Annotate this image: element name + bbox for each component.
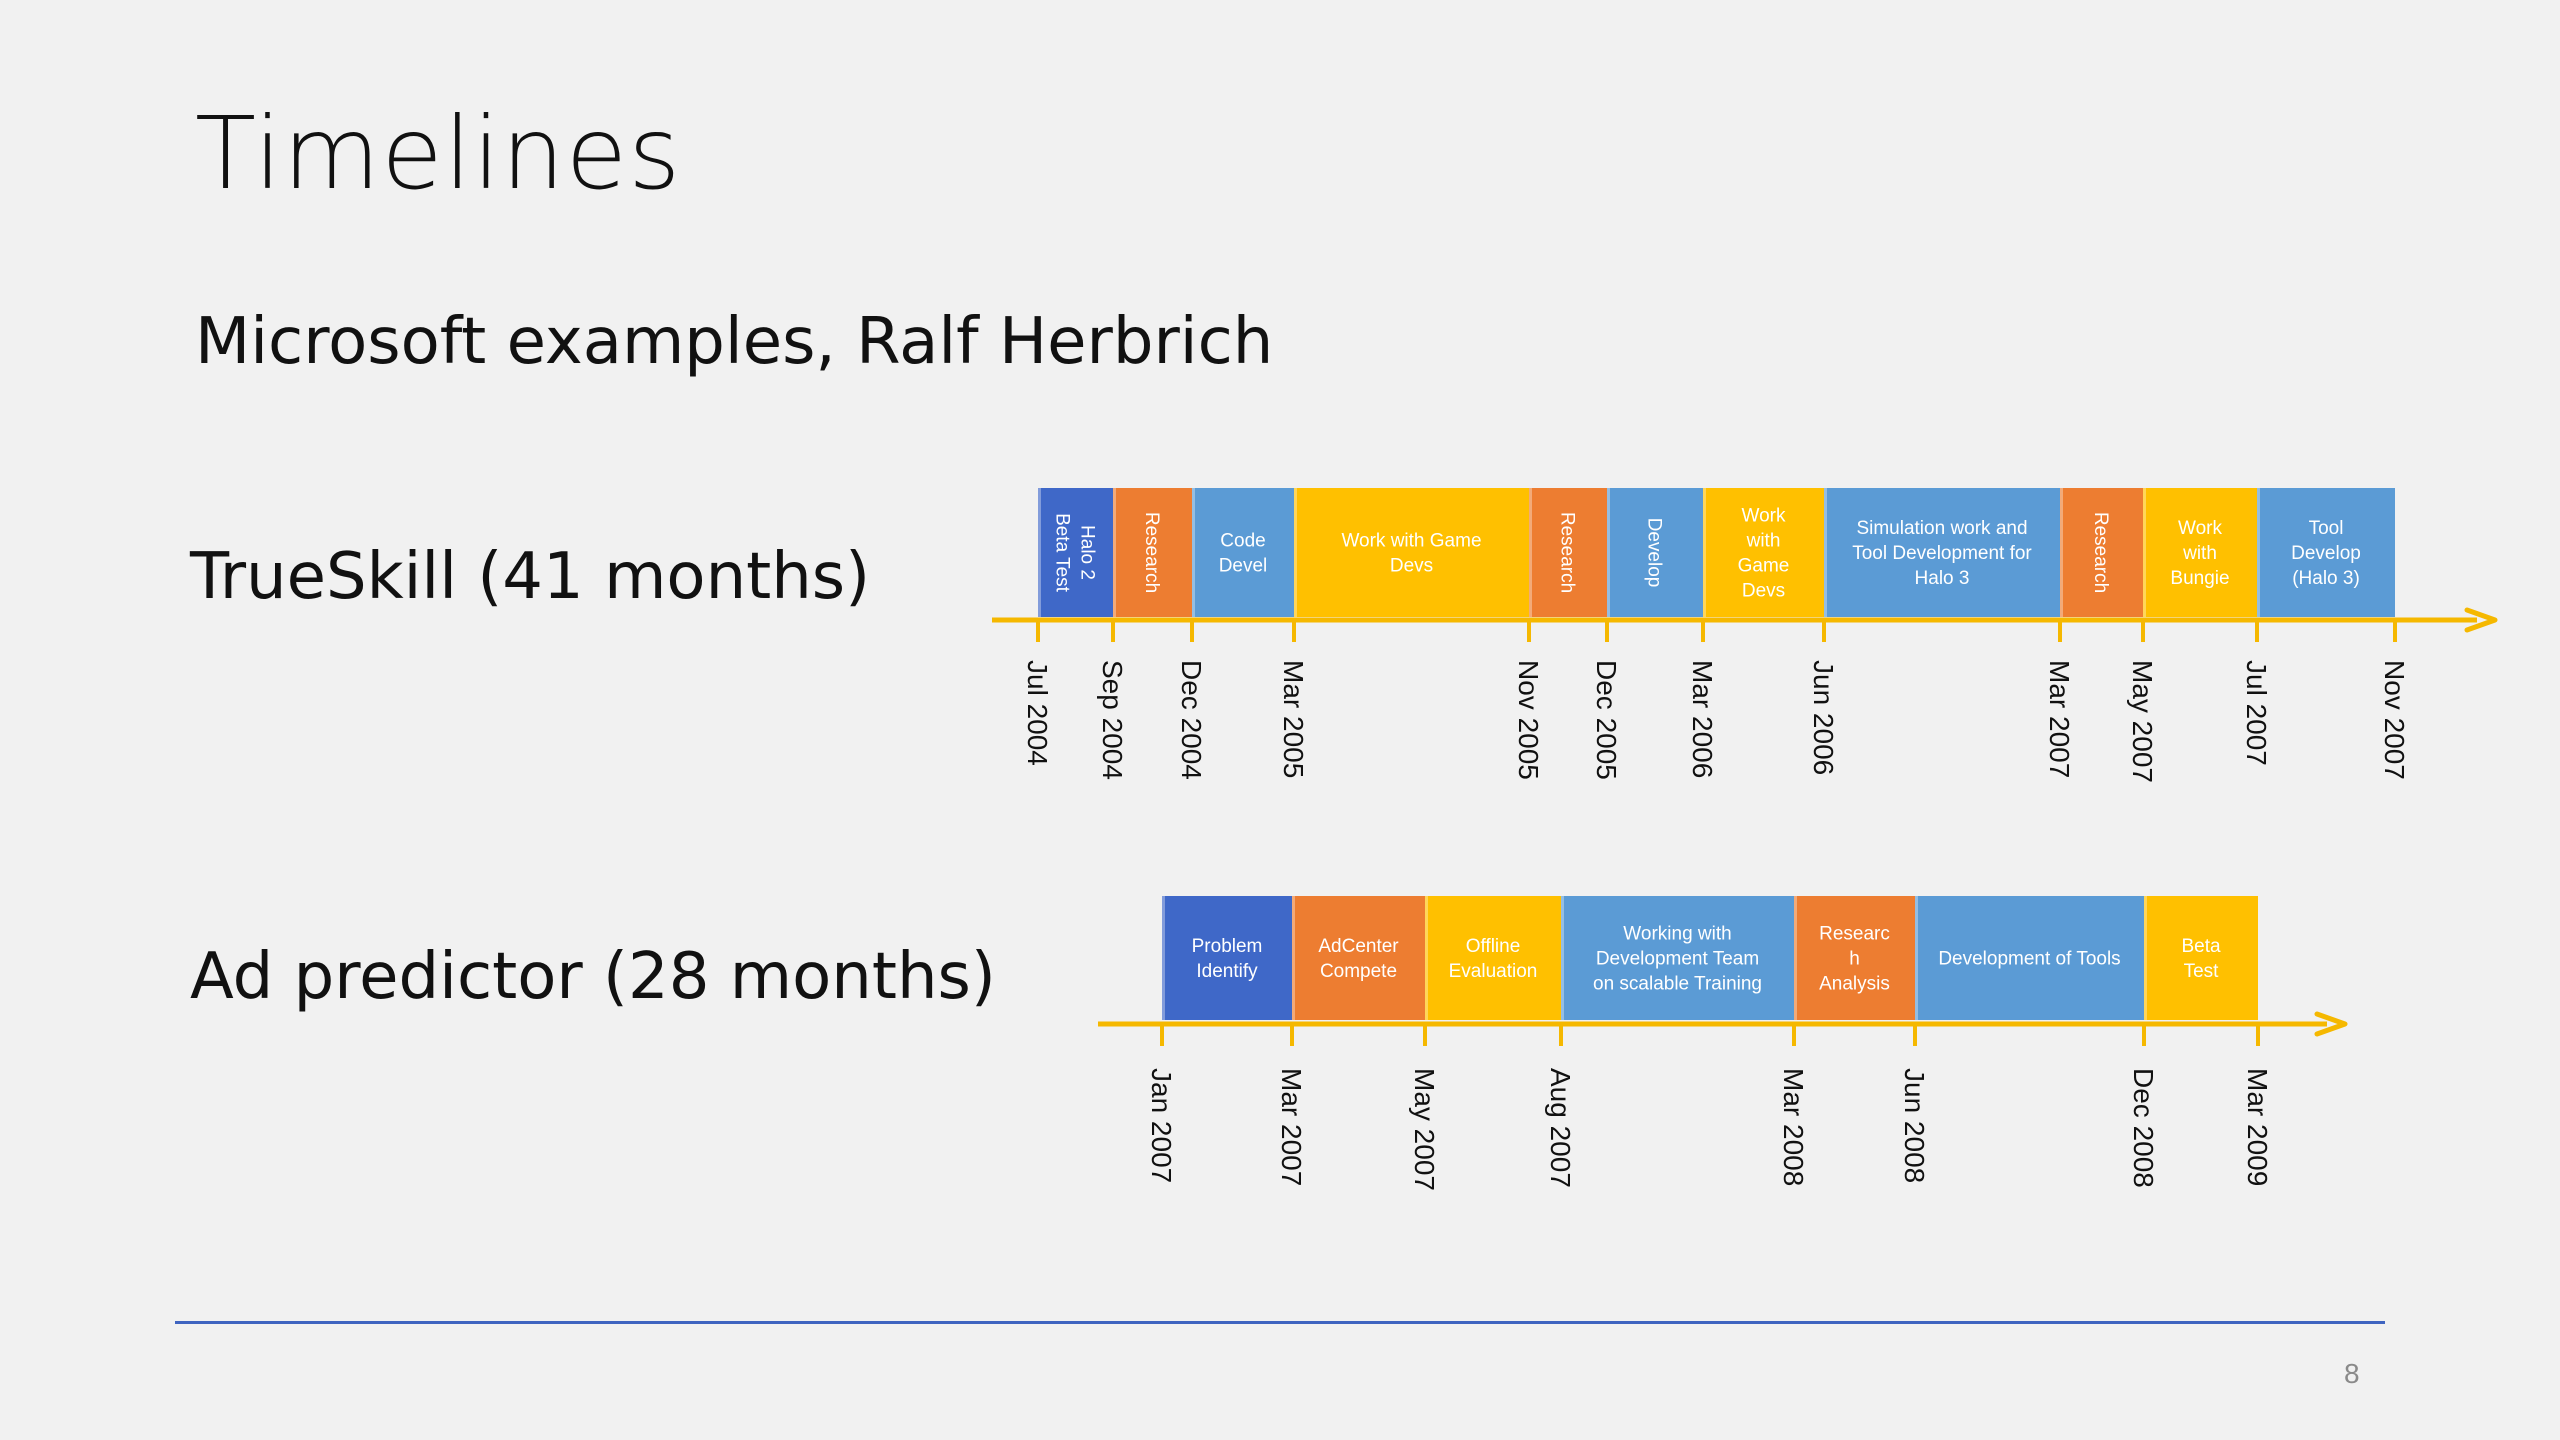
phase-label: AdCenter Compete [1318,936,1399,982]
phase-edge [1113,488,1116,617]
phase-box-development-of-tools [1915,896,2144,1020]
phase-box-simulation-work-and-tool-development-for-halo-3 [1824,488,2060,617]
phase-label: Tool Develop (Halo 3) [2291,518,2361,589]
phase-box-beta-test [2144,896,2258,1020]
phase-box-work-with-bungie [2143,488,2257,617]
tick-label-nov-2005: Nov 2005 [1513,660,1544,780]
phase-label: Development of Tools [1938,949,2120,970]
phase-edge [1607,488,1610,617]
tick-label-dec-2008: Dec 2008 [2128,1068,2159,1188]
phase-label: Work with Bungie [2170,518,2229,589]
tick-label-jul-2004: Jul 2004 [1022,660,1053,766]
phase-box-tool-develop-halo-3 [2257,488,2395,617]
axis-arrowhead [2314,1011,2348,1037]
phase-edge [1425,896,1428,1020]
phase-edge [1561,896,1564,1020]
trueskill-label: TrueSkill (41 months) [190,540,871,614]
phase-edge [1162,896,1165,1020]
tick-label-mar-2005: Mar 2005 [1278,660,1309,778]
trueskill-timeline: Halo 2Beta Test Research Code Devel Work wit… [992,488,2498,783]
phase-box-code-devel [1192,488,1294,617]
phase-label: Simulation work and Tool Development for H… [1852,518,2032,589]
tick-label-dec-2005: Dec 2005 [1591,660,1622,780]
phase-label: Researc h Analysis [1819,924,1890,995]
phase-box-work-with-game-devs [1703,488,1824,617]
phase-box-develop [1607,488,1703,617]
phase-label: Working with Development Team on scalable … [1593,924,1762,995]
phase-box-work-with-game-devs [1294,488,1529,617]
tick-label-mar-2007: Mar 2007 [2044,660,2075,778]
phase-label: Work with Game Devs [1738,506,1790,602]
phase-box-halo-2-beta-test [1038,488,1113,617]
tick-label-mar-2008: Mar 2008 [1778,1068,1809,1186]
phase-edge [1703,488,1706,617]
phase-label: Develop [1643,518,1664,588]
phase-edge [1824,488,1827,617]
phase-label: Work with Game Devs [1341,531,1481,577]
phase-edge [1192,488,1195,617]
phase-box-working-with-development-team-on-scalable-training [1561,896,1794,1020]
phase-label: Research [1141,512,1162,593]
phase-edge [2257,488,2260,617]
phase-label: Code Devel [1219,531,1268,577]
phase-label: Beta Test [2181,936,2221,982]
tick-label-dec-2004: Dec 2004 [1176,660,1207,780]
phase-label: Offline Evaluation [1449,936,1538,982]
page-number: 8 [2344,1358,2360,1389]
phase-label: Research [1556,512,1577,593]
phase-box-offline-evaluation [1425,896,1561,1020]
adpredictor-timeline: Problem Identify AdCenter Compete Offline Eva… [1098,896,2348,1191]
footer-divider [175,1321,2385,1324]
phase-box-adcenter-compete [1292,896,1425,1020]
tick-label-jan-2007: Jan 2007 [1146,1068,1177,1183]
phase-edge [1794,896,1797,1020]
slide-title: Timelines [195,95,682,212]
tick-label-jun-2006: Jun 2006 [1808,660,1839,775]
tick-label-jun-2008: Jun 2008 [1899,1068,1930,1183]
phase-box-problem-identify [1162,896,1292,1020]
phase-edge [1915,896,1918,1020]
tick-label-nov-2007: Nov 2007 [2379,660,2410,780]
tick-label-may-2007: May 2007 [1409,1068,1440,1191]
tick-label-mar-2007: Mar 2007 [1276,1068,1307,1186]
phase-box-researc-h-analysis [1794,896,1915,1020]
phase-edge [2060,488,2063,617]
phase-box-research [1529,488,1607,617]
tick-label-aug-2007: Aug 2007 [1545,1068,1576,1188]
phase-edge [1292,896,1295,1020]
phase-edge [1294,488,1297,617]
phase-edge [2143,488,2146,617]
phase-edge [1038,488,1041,617]
phase-edge [1529,488,1532,617]
adpredictor-label: Ad predictor (28 months) [190,940,996,1014]
phase-label: Halo 2Beta Test [1051,513,1097,593]
tick-label-may-2007: May 2007 [2127,660,2158,783]
slide-subtitle: Microsoft examples, Ralf Herbrich [195,305,1274,379]
tick-label-sep-2004: Sep 2004 [1097,660,1128,780]
phase-label: Problem Identify [1192,936,1263,982]
phase-edge [2144,896,2147,1020]
phase-box-research [2060,488,2143,617]
phase-label: Research [2090,512,2111,593]
tick-label-mar-2006: Mar 2006 [1687,660,1718,778]
axis-arrowhead [2464,607,2498,633]
tick-label-mar-2009: Mar 2009 [2242,1068,2273,1186]
tick-label-jul-2007: Jul 2007 [2241,660,2272,766]
phase-box-research [1113,488,1192,617]
